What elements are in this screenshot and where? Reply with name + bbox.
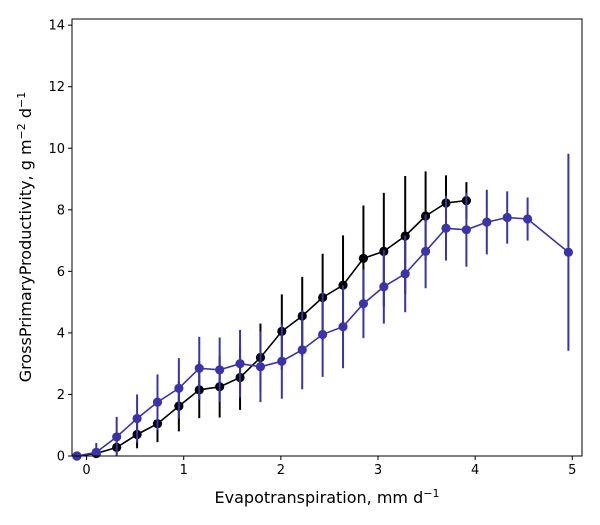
data-point (132, 413, 142, 424)
x-tick-label: 5 (568, 463, 576, 478)
y-tick-label: 12 (48, 80, 65, 95)
data-point (277, 356, 287, 366)
x-tick-label: 0 (82, 463, 90, 478)
data-point (194, 363, 204, 373)
y-tick-label: 4 (57, 326, 65, 341)
y-axis: 0 2 4 6 8 10 12 14 (48, 19, 72, 465)
data-point (338, 322, 348, 332)
data-point (461, 225, 471, 235)
data-point (358, 299, 369, 309)
data-point (174, 383, 184, 393)
plot-frame (71, 18, 583, 457)
data-point (502, 212, 512, 223)
data-point (215, 365, 225, 375)
x-tick-label: 2 (277, 463, 285, 478)
x-axis-title-text: Evapotranspiration, mm d (215, 488, 424, 507)
data-point (358, 253, 369, 264)
x-axis: 0 1 2 3 4 5 (82, 456, 576, 478)
data-point (318, 329, 328, 340)
data-point (112, 432, 122, 442)
y-tick-label: 6 (57, 265, 65, 280)
series-blue (72, 153, 574, 461)
x-tick-label: 3 (374, 463, 382, 478)
y-axis-title-superscript-1: −2 (15, 123, 28, 139)
data-point (379, 282, 389, 292)
data-point (482, 217, 492, 227)
data-point (441, 223, 451, 233)
data-point (523, 214, 533, 224)
x-tick-label: 1 (180, 463, 188, 478)
data-point (235, 359, 245, 369)
y-axis-title-superscript-2: −1 (15, 92, 28, 108)
y-axis-title-unit: d (16, 108, 35, 123)
y-tick-label: 8 (57, 203, 65, 218)
data-point (297, 345, 307, 355)
x-axis-title-superscript: −1 (423, 487, 439, 500)
data-point (255, 362, 266, 372)
y-axis-title: GrossPrimaryProductivity, g m−2 d−1 (15, 92, 35, 382)
y-tick-label: 10 (48, 142, 65, 157)
y-tick-label: 0 (57, 450, 65, 465)
y-axis-title-text: GrossPrimaryProductivity, g m (16, 139, 35, 382)
data-point (152, 397, 163, 407)
x-axis-title: Evapotranspiration, mm d−1 (215, 487, 440, 507)
data-point (91, 447, 101, 457)
data-point (563, 247, 574, 257)
x-tick-label: 4 (471, 463, 479, 478)
y-tick-label: 2 (57, 388, 65, 403)
data-point (400, 269, 410, 279)
y-tick-label: 14 (48, 19, 65, 34)
data-point (421, 246, 431, 256)
